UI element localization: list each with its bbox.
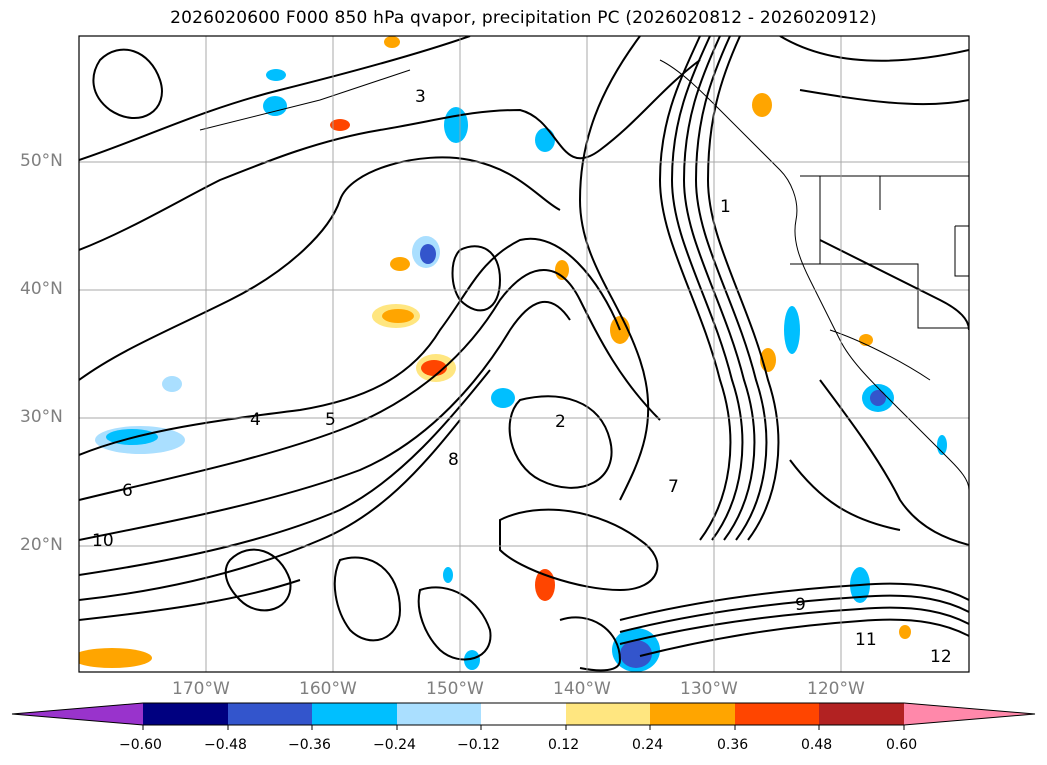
colorbar-segment: [650, 703, 735, 725]
colorbar-segment: [228, 703, 312, 725]
colorbar-segment: [735, 703, 819, 725]
lat-label-30n: 30°N: [20, 407, 63, 427]
contour-label: 4: [250, 410, 261, 430]
coastline-layer: [199, 59, 969, 491]
map-title: 2026020600 F000 850 hPa qvapor, precipit…: [170, 8, 877, 28]
colorbar-segment: [397, 703, 481, 725]
colorbar-tick-label: −0.12: [457, 737, 500, 753]
colorbar-tick-label: −0.36: [288, 737, 331, 753]
lon-label-130w: 130°W: [680, 679, 738, 699]
colorbar-tick-label: −0.48: [204, 737, 247, 753]
map-frame: [78, 35, 970, 673]
lat-label-40n: 40°N: [20, 279, 63, 299]
map-gridlines: [79, 36, 969, 672]
contour-label: 9: [795, 595, 806, 615]
lat-label-20n: 20°N: [20, 535, 63, 555]
colorbar-segment: [566, 703, 650, 725]
lon-label-120w: 120°W: [807, 679, 865, 699]
precip-fill-layer: [79, 36, 947, 672]
contour-label: 2: [555, 412, 566, 432]
colorbar-tick-label: 0.12: [548, 737, 580, 753]
colorbar-segment: [481, 703, 566, 725]
lon-label-150w: 150°W: [426, 679, 484, 699]
colorbar-tick-label: 0.48: [801, 737, 833, 753]
contour-label: 7: [668, 477, 679, 497]
colorbar-segment: [143, 703, 228, 725]
lon-label-140w: 140°W: [553, 679, 611, 699]
contour-label: 5: [325, 410, 336, 430]
colorbar-extend-high: [904, 703, 1035, 725]
contour-label: 3: [415, 87, 426, 107]
contour-label: 8: [448, 450, 459, 470]
colorbar-segment: [312, 703, 397, 725]
lat-label-50n: 50°N: [20, 151, 63, 171]
colorbar-extend-low: [12, 703, 143, 725]
colorbar-tick-label: −0.60: [119, 737, 162, 753]
contour-label: 1: [720, 197, 731, 217]
colorbar-tick-label: 0.36: [717, 737, 749, 753]
colorbar: [11, 702, 1036, 730]
contour-label: 12: [930, 647, 952, 667]
colorbar-tick-label: −0.24: [373, 737, 416, 753]
colorbar-segment: [819, 703, 904, 725]
lon-label-160w: 160°W: [299, 679, 357, 699]
lon-label-170w: 170°W: [172, 679, 230, 699]
contour-label: 6: [122, 481, 133, 501]
colorbar-tick-label: 0.24: [632, 737, 664, 753]
contour-label: 11: [855, 630, 877, 650]
colorbar-tick-label: 0.60: [886, 737, 918, 753]
contour-label: 10: [92, 531, 114, 551]
qvapor-contour-layer: [79, 36, 969, 672]
